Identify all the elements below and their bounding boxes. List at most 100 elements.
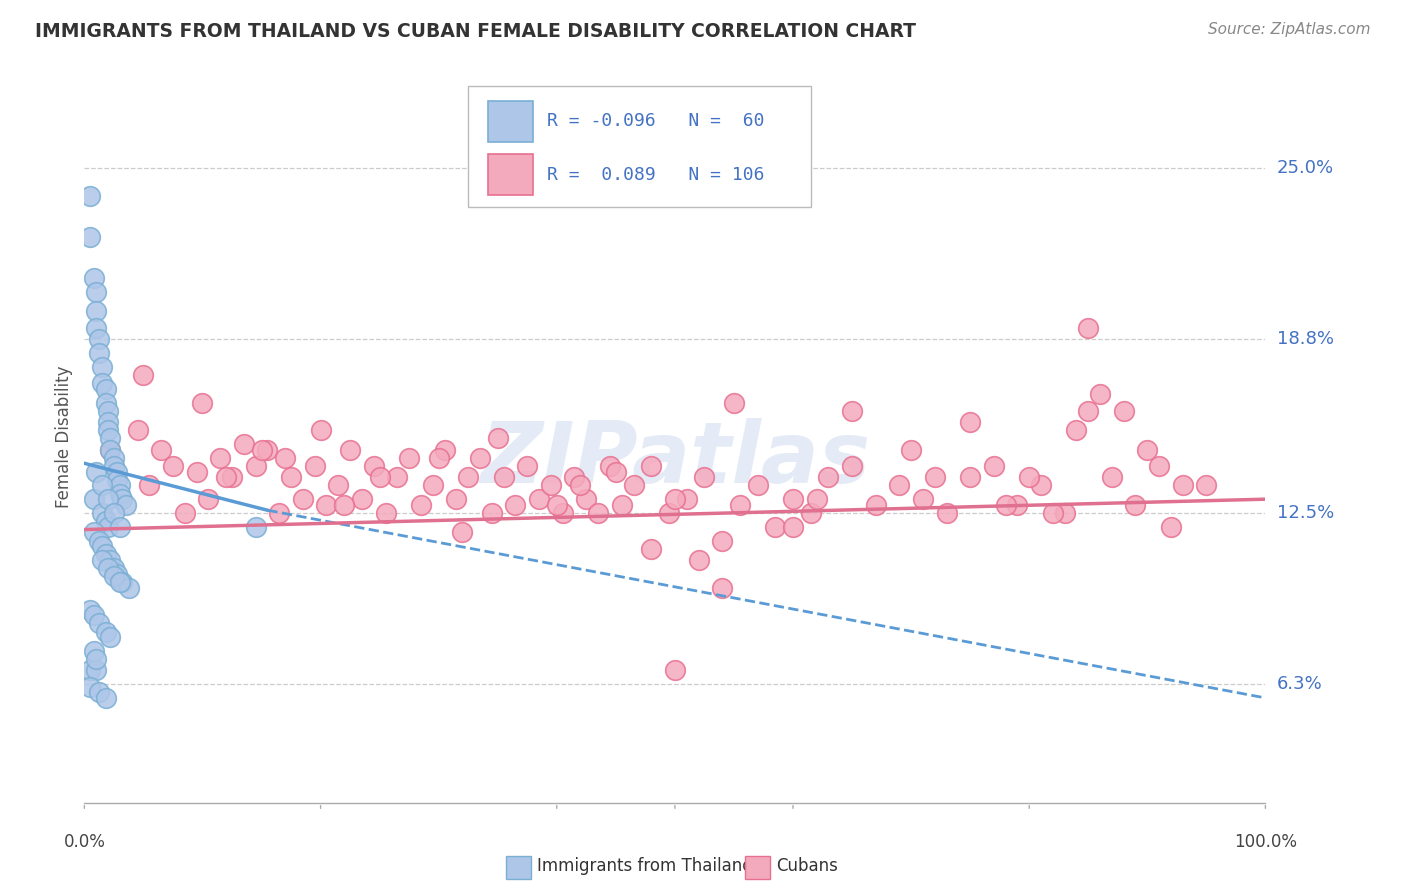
Point [197,492,219,507]
Point [374,506,396,520]
Point [111,492,134,507]
Point [291,492,314,507]
Point [309,423,332,437]
Point [350,492,373,507]
Point [84,652,107,666]
Point [98,432,121,446]
Point [1077,404,1099,418]
Point [87,346,110,360]
Point [427,450,450,465]
Point [97,520,120,534]
Point [91,539,114,553]
Point [79,230,101,244]
Point [91,506,114,520]
Point [98,630,121,644]
Point [127,423,149,437]
Point [256,442,278,457]
Point [693,470,716,484]
Point [1195,478,1218,492]
Point [333,498,356,512]
Point [817,470,839,484]
Point [107,566,129,581]
Point [108,574,131,589]
Point [723,395,745,409]
Point [935,506,957,520]
Text: R = -0.096   N =  60: R = -0.096 N = 60 [547,112,765,130]
Point [94,395,117,409]
Point [806,492,828,507]
Point [569,478,592,492]
Point [468,450,491,465]
Point [516,458,538,473]
Point [162,458,184,473]
Point [889,478,911,492]
Point [605,465,627,479]
Point [97,415,120,429]
Point [94,690,117,705]
Point [245,520,267,534]
Point [280,470,302,484]
Point [83,608,105,623]
Point [79,680,101,694]
Point [79,602,101,616]
Point [505,498,527,512]
Point [103,458,125,473]
Text: 12.5%: 12.5% [1277,504,1334,522]
Point [103,561,125,575]
Point [111,574,134,589]
Point [132,368,155,382]
Point [1042,506,1064,520]
Point [481,506,503,520]
Point [640,458,662,473]
Point [91,478,114,492]
Point [763,520,786,534]
Point [446,492,468,507]
Point [387,470,409,484]
Point [304,458,326,473]
Text: 100.0%: 100.0% [1234,833,1296,851]
Point [1029,478,1052,492]
Point [83,525,105,540]
Point [91,359,114,374]
Point [114,498,136,512]
Point [782,520,804,534]
Text: ZIPatlas: ZIPatlas [479,417,870,500]
Text: 25.0%: 25.0% [1277,159,1334,177]
Point [339,442,361,457]
Point [1125,498,1147,512]
Point [457,470,479,484]
Text: Source: ZipAtlas.com: Source: ZipAtlas.com [1208,22,1371,37]
Point [841,458,863,473]
Point [83,492,105,507]
Point [747,478,769,492]
Point [1066,423,1088,437]
Point [315,498,337,512]
FancyBboxPatch shape [488,154,533,195]
Point [97,561,120,575]
Point [924,470,946,484]
Point [215,470,238,484]
Point [994,498,1017,512]
Point [451,525,474,540]
Point [84,465,107,479]
Point [83,271,105,285]
Point [108,478,131,492]
Point [186,465,208,479]
Point [108,520,131,534]
Point [688,553,710,567]
Text: R =  0.089   N = 106: R = 0.089 N = 106 [547,166,765,184]
Point [728,498,751,512]
Point [84,663,107,677]
Point [84,285,107,300]
Point [118,581,141,595]
Point [409,498,432,512]
Point [959,415,981,429]
Point [221,470,243,484]
Point [232,437,254,451]
Point [1171,478,1194,492]
Point [610,498,633,512]
Point [398,450,420,465]
Point [107,465,129,479]
Point [841,404,863,418]
Point [328,478,350,492]
